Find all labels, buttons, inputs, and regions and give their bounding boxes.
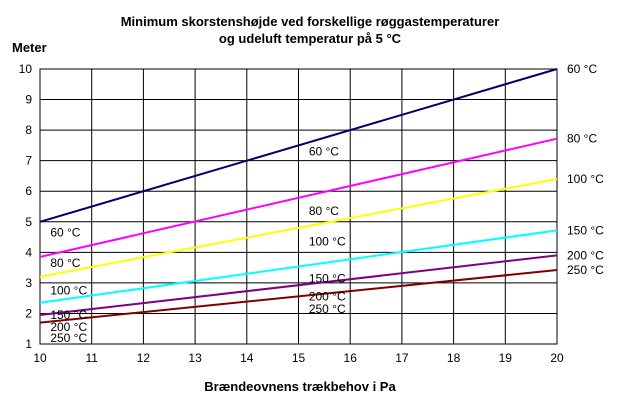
- series-line-3: [39, 229, 558, 304]
- x-tick-label: 14: [240, 351, 254, 365]
- series-label-0: 60 °C: [567, 62, 597, 76]
- series-line-5: [39, 269, 558, 324]
- chart-title-line-2: og udeluft temperatur på 5 °C: [218, 31, 402, 46]
- y-tick-label: 9: [25, 93, 32, 107]
- inline-label: 60 °C: [50, 225, 80, 239]
- x-tick-label: 10: [33, 351, 47, 365]
- series-label-5: 250 °C: [567, 263, 604, 277]
- inline-label: 100 °C: [309, 235, 346, 249]
- inline-label: 250 °C: [50, 331, 87, 345]
- y-tick-label: 1: [25, 337, 32, 351]
- series-line-1: [39, 137, 558, 258]
- plot-border: [39, 68, 558, 345]
- inline-label: 60 °C: [309, 145, 339, 159]
- series-label-1: 80 °C: [567, 132, 597, 146]
- x-axis-label: Brændeovnens trækbehov i Pa: [204, 379, 396, 394]
- inline-label: 80 °C: [50, 256, 80, 270]
- chart-title-line-1: Minimum skorstenshøjde ved forskellige r…: [120, 14, 500, 29]
- y-tick-label: 4: [25, 245, 32, 259]
- y-tick-label: 5: [25, 215, 32, 229]
- x-tick-label: 13: [188, 351, 202, 365]
- x-tick-label: 19: [499, 351, 513, 365]
- series-label-2: 100 °C: [567, 172, 604, 186]
- y-tick-label: 7: [25, 154, 32, 168]
- y-tick-label: 3: [25, 276, 32, 290]
- inline-label: 150 °C: [309, 271, 346, 285]
- x-tick-label: 15: [292, 351, 306, 365]
- inline-label: 80 °C: [309, 204, 339, 218]
- y-tick-label: 8: [25, 123, 32, 137]
- x-tick-label: 16: [344, 351, 358, 365]
- x-tick-label: 20: [550, 351, 564, 365]
- x-tick-label: 18: [447, 351, 461, 365]
- x-tick-label: 12: [137, 351, 151, 365]
- inline-label: 250 °C: [309, 302, 346, 316]
- x-tick-label: 17: [395, 351, 409, 365]
- inline-label: 200 °C: [50, 320, 87, 334]
- inline-label: 200 °C: [309, 290, 346, 304]
- series-line-2: [39, 178, 558, 278]
- series-label-3: 150 °C: [567, 223, 604, 237]
- series-label-4: 200 °C: [567, 248, 604, 262]
- y-tick-label: 2: [25, 306, 32, 320]
- series-line-0: [39, 68, 558, 223]
- y-tick-label: 10: [19, 62, 33, 76]
- series-line-4: [39, 254, 558, 316]
- x-tick-label: 11: [85, 351, 98, 365]
- inline-label: 150 °C: [50, 308, 87, 322]
- inline-label: 100 °C: [50, 284, 87, 298]
- y-axis-label: Meter: [12, 40, 47, 55]
- y-tick-label: 6: [25, 184, 32, 198]
